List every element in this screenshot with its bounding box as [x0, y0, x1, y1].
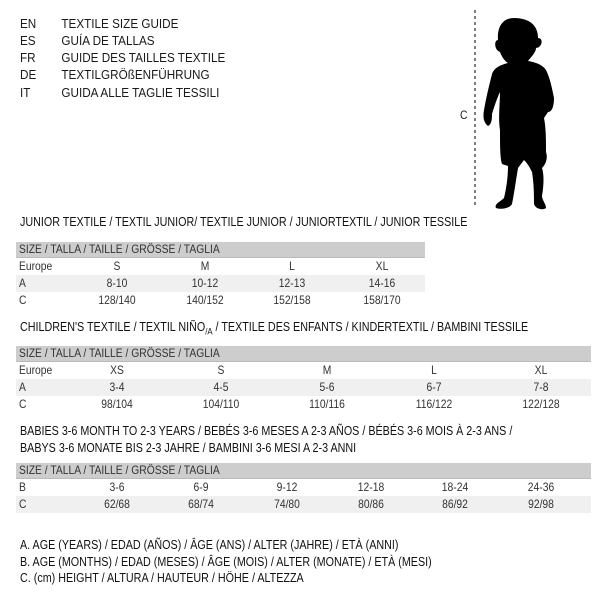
- table-row: A 8-10 10-12 12-13 14-16: [16, 275, 425, 292]
- measure-label: C: [460, 108, 468, 122]
- table-header: SIZE / TALLA / TAILLE / GRÖSSE / TAGLIA: [16, 346, 591, 362]
- cell: 122/128: [522, 397, 560, 411]
- language-fr: FR GUIDE DES TAILLES TEXTILE: [20, 50, 225, 66]
- cell: 68/74: [188, 497, 214, 511]
- cell: 6-9: [193, 480, 209, 494]
- cell: 6-7: [426, 380, 442, 394]
- table-header: SIZE / TALLA / TAILLE / GRÖSSE / TAGLIA: [16, 463, 591, 479]
- cell: 14-16: [368, 276, 396, 290]
- cell: 98/104: [101, 397, 133, 411]
- cell: 128/140: [98, 293, 136, 307]
- cell: S: [217, 363, 225, 377]
- table-row: C 98/104 104/110 110/116 116/122 122/128: [16, 396, 591, 413]
- language-code: EN: [20, 16, 37, 31]
- cell: 62/68: [104, 497, 130, 511]
- table-row: C 62/68 68/74 74/80 80/86 86/92 92/98: [16, 496, 591, 513]
- cell: 8-10: [106, 276, 128, 290]
- cell: 4-5: [213, 380, 229, 394]
- cell: 92/98: [528, 497, 554, 511]
- title-subscript: /A: [205, 326, 213, 337]
- cell: 74/80: [274, 497, 300, 511]
- language-code: ES: [20, 33, 36, 48]
- cell: 24-36: [527, 480, 555, 494]
- row-label: B: [19, 480, 26, 494]
- child-silhouette-icon: [474, 10, 554, 210]
- title-part: / TEXTILE DES ENFANTS / KINDERTEXTIL / B…: [212, 320, 529, 334]
- cell: 104/110: [202, 397, 240, 411]
- cell: XL: [375, 259, 389, 273]
- cell: 12-18: [357, 480, 385, 494]
- language-code: DE: [20, 67, 37, 82]
- row-label: Europe: [19, 259, 53, 273]
- language-title: TEXTILE SIZE GUIDE: [61, 16, 179, 31]
- language-title: GUIDE DES TAILLES TEXTILE: [61, 50, 226, 65]
- babies-size-table: SIZE / TALLA / TAILLE / GRÖSSE / TAGLIA …: [16, 463, 591, 513]
- cell: L: [431, 363, 437, 377]
- language-it: IT GUIDA ALLE TAGLIE TESSILI: [20, 85, 219, 101]
- language-title: TEXTILGRÖßENFÜHRUNG: [61, 67, 210, 82]
- cell: M: [200, 259, 210, 273]
- table-row: B 3-6 6-9 9-12 12-18 18-24 24-36: [16, 479, 591, 496]
- cell: 80/86: [358, 497, 384, 511]
- header-label: SIZE / TALLA / TAILLE / GRÖSSE / TAGLIA: [19, 346, 220, 360]
- row-label: C: [19, 293, 27, 307]
- row-label: A: [19, 380, 26, 394]
- cell: 9-12: [276, 480, 298, 494]
- cell: 86/92: [442, 497, 468, 511]
- cell: 158/170: [363, 293, 401, 307]
- cell: 5-6: [319, 380, 335, 394]
- language-es: ES GUÍA DE TALLAS: [20, 33, 155, 49]
- legend-c: C. (cm) HEIGHT / ALTURA / HAUTEUR / HÖHE…: [20, 571, 304, 585]
- language-code: IT: [20, 85, 31, 100]
- cell: 3-4: [109, 380, 125, 394]
- cell: 3-6: [109, 480, 125, 494]
- babies-section-title-line2: BABYS 3-6 MONATE BIS 2-3 JAHRE / BAMBINI…: [20, 441, 357, 455]
- junior-section-title: JUNIOR TEXTILE / TEXTIL JUNIOR/ TEXTILE …: [20, 215, 468, 229]
- cell: M: [322, 363, 332, 377]
- row-label: C: [19, 497, 27, 511]
- legend-a: A. AGE (YEARS) / EDAD (AÑOS) / ÂGE (ANS)…: [20, 538, 399, 552]
- cell: 110/116: [309, 397, 345, 411]
- table-row: Europe S M L XL: [16, 258, 425, 275]
- cell: XL: [534, 363, 548, 377]
- cell: 18-24: [441, 480, 469, 494]
- header-label: SIZE / TALLA / TAILLE / GRÖSSE / TAGLIA: [19, 463, 220, 477]
- children-size-table: SIZE / TALLA / TAILLE / GRÖSSE / TAGLIA …: [16, 346, 591, 413]
- junior-size-table: SIZE / TALLA / TAILLE / GRÖSSE / TAGLIA …: [16, 242, 425, 309]
- language-title: GUÍA DE TALLAS: [61, 33, 155, 48]
- row-label: A: [19, 276, 26, 290]
- children-section-title: CHILDREN'S TEXTILE / TEXTIL NIÑO/A / TEX…: [20, 320, 528, 339]
- cell: 116/122: [415, 397, 453, 411]
- row-label: Europe: [19, 363, 53, 377]
- title-part: CHILDREN'S TEXTILE / TEXTIL NIÑO: [20, 320, 206, 334]
- header-label: SIZE / TALLA / TAILLE / GRÖSSE / TAGLIA: [19, 242, 220, 256]
- table-row: C 128/140 140/152 152/158 158/170: [16, 292, 425, 309]
- babies-section-title-line1: BABIES 3-6 MONTH TO 2-3 YEARS / BEBÉS 3-…: [20, 424, 513, 438]
- cell: L: [289, 259, 295, 273]
- cell: 12-13: [278, 276, 306, 290]
- table-row: Europe XS S M L XL: [16, 362, 591, 379]
- cell: 140/152: [186, 293, 224, 307]
- language-title: GUIDA ALLE TAGLIE TESSILI: [61, 85, 220, 100]
- cell: S: [113, 259, 121, 273]
- legend-b: B. AGE (MONTHS) / EDAD (MESES) / ÂGE (MO…: [20, 555, 432, 569]
- table-header: SIZE / TALLA / TAILLE / GRÖSSE / TAGLIA: [16, 242, 425, 258]
- cell: 152/158: [273, 293, 311, 307]
- cell: 7-8: [533, 380, 549, 394]
- cell: XS: [110, 363, 124, 377]
- row-label: C: [19, 397, 27, 411]
- table-row: A 3-4 4-5 5-6 6-7 7-8: [16, 379, 591, 396]
- cell: 10-12: [191, 276, 219, 290]
- language-code: FR: [20, 50, 36, 65]
- language-de: DE TEXTILGRÖßENFÜHRUNG: [20, 67, 210, 83]
- language-en: EN TEXTILE SIZE GUIDE: [20, 16, 178, 32]
